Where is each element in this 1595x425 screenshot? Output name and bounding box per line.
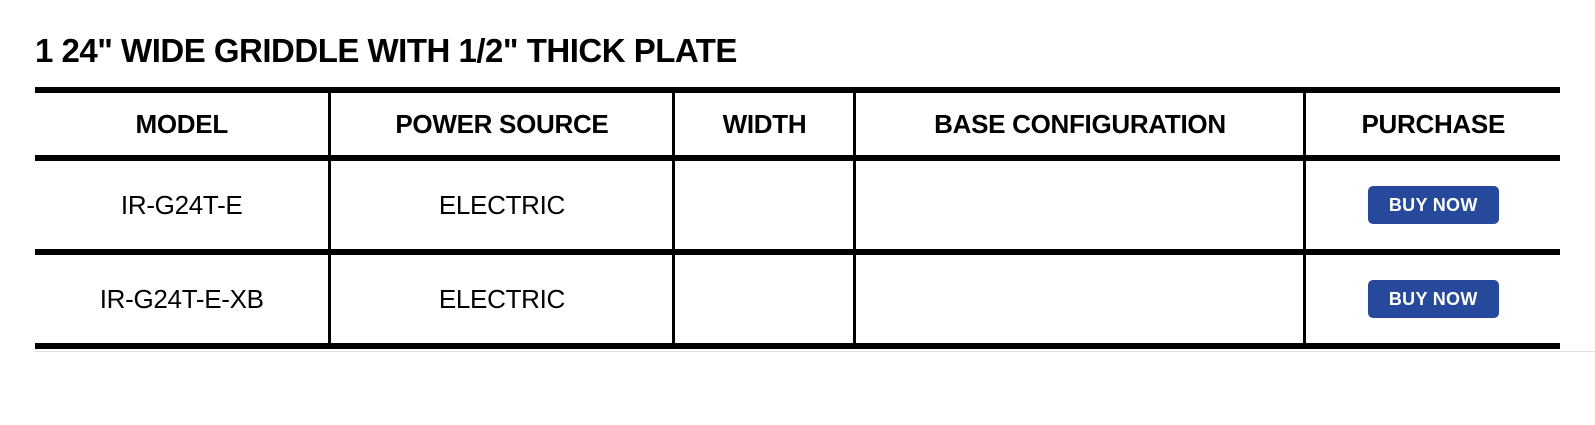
power-source-cell: ELECTRIC [328,252,674,349]
table-row: IR-G24T-E ELECTRIC BUY NOW [35,158,1560,255]
model-cell: IR-G24T-E-XB [35,252,330,349]
column-header-model: MODEL [35,87,330,161]
base-configuration-cell [853,158,1305,255]
power-source-cell: ELECTRIC [328,158,674,255]
width-cell [672,158,855,255]
table-header-row: MODEL POWER SOURCE WIDTH BASE CONFIGURAT… [35,87,1560,161]
purchase-cell: BUY NOW [1303,158,1560,255]
product-table: MODEL POWER SOURCE WIDTH BASE CONFIGURAT… [35,87,1560,349]
column-header-width: WIDTH [672,87,855,161]
section-title: 1 24" WIDE GRIDDLE WITH 1/2" THICK PLATE [35,32,737,69]
buy-now-button[interactable]: BUY NOW [1367,186,1499,224]
column-header-purchase: PURCHASE [1303,87,1560,161]
purchase-cell: BUY NOW [1303,252,1560,349]
width-cell [672,252,855,349]
column-header-base-configuration: BASE CONFIGURATION [853,87,1305,161]
section-bottom-divider [35,351,1595,352]
column-header-power-source: POWER SOURCE [328,87,674,161]
table-row: IR-G24T-E-XB ELECTRIC BUY NOW [35,252,1560,349]
buy-now-button[interactable]: BUY NOW [1367,280,1499,318]
model-cell: IR-G24T-E [35,158,330,255]
base-configuration-cell [853,252,1305,349]
